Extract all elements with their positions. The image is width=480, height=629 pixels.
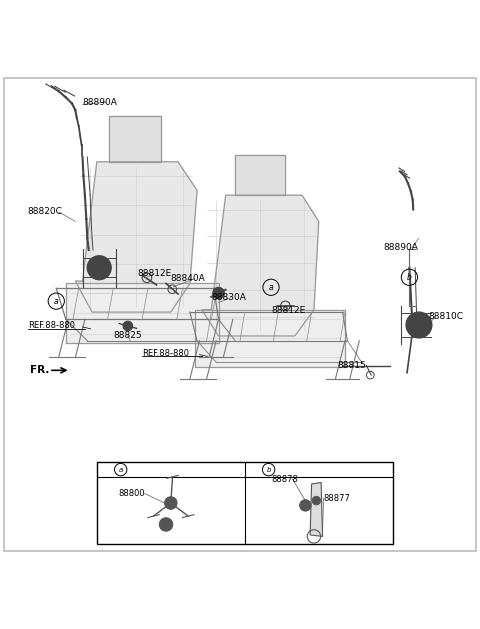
Circle shape <box>94 262 105 274</box>
Polygon shape <box>66 284 218 343</box>
Text: REF.88-880: REF.88-880 <box>142 349 189 358</box>
Text: 88840A: 88840A <box>171 274 205 283</box>
Circle shape <box>213 287 224 299</box>
Circle shape <box>312 496 321 505</box>
Polygon shape <box>310 482 323 537</box>
Circle shape <box>413 319 425 331</box>
Circle shape <box>406 312 432 338</box>
Circle shape <box>165 497 177 509</box>
Text: 88830A: 88830A <box>211 293 246 303</box>
Polygon shape <box>235 155 285 195</box>
Circle shape <box>87 256 111 280</box>
Bar <box>97 462 393 543</box>
Text: 88812E: 88812E <box>137 269 172 279</box>
Text: a: a <box>119 467 123 472</box>
Text: 88878: 88878 <box>271 475 298 484</box>
Text: REF.88-880: REF.88-880 <box>28 321 74 330</box>
Text: 88890A: 88890A <box>383 243 418 252</box>
Text: a: a <box>269 283 273 292</box>
Circle shape <box>123 321 132 331</box>
Text: b: b <box>407 273 412 282</box>
Polygon shape <box>109 116 161 162</box>
Text: 88800: 88800 <box>118 489 145 498</box>
Circle shape <box>168 500 174 506</box>
Polygon shape <box>75 162 197 312</box>
Polygon shape <box>202 195 319 336</box>
Text: 88815: 88815 <box>338 361 367 370</box>
Circle shape <box>163 521 169 528</box>
Circle shape <box>302 503 308 508</box>
Text: a: a <box>54 297 59 306</box>
Text: 88810C: 88810C <box>429 313 464 321</box>
Circle shape <box>159 518 173 531</box>
Text: 88877: 88877 <box>324 494 350 503</box>
Polygon shape <box>195 309 345 367</box>
Text: 88812E: 88812E <box>271 306 305 315</box>
Text: FR.: FR. <box>30 365 49 376</box>
Text: 88825: 88825 <box>114 331 142 340</box>
Circle shape <box>300 499 311 511</box>
Text: 88820C: 88820C <box>28 208 62 216</box>
Text: b: b <box>266 467 271 472</box>
Text: 88890A: 88890A <box>83 97 118 107</box>
